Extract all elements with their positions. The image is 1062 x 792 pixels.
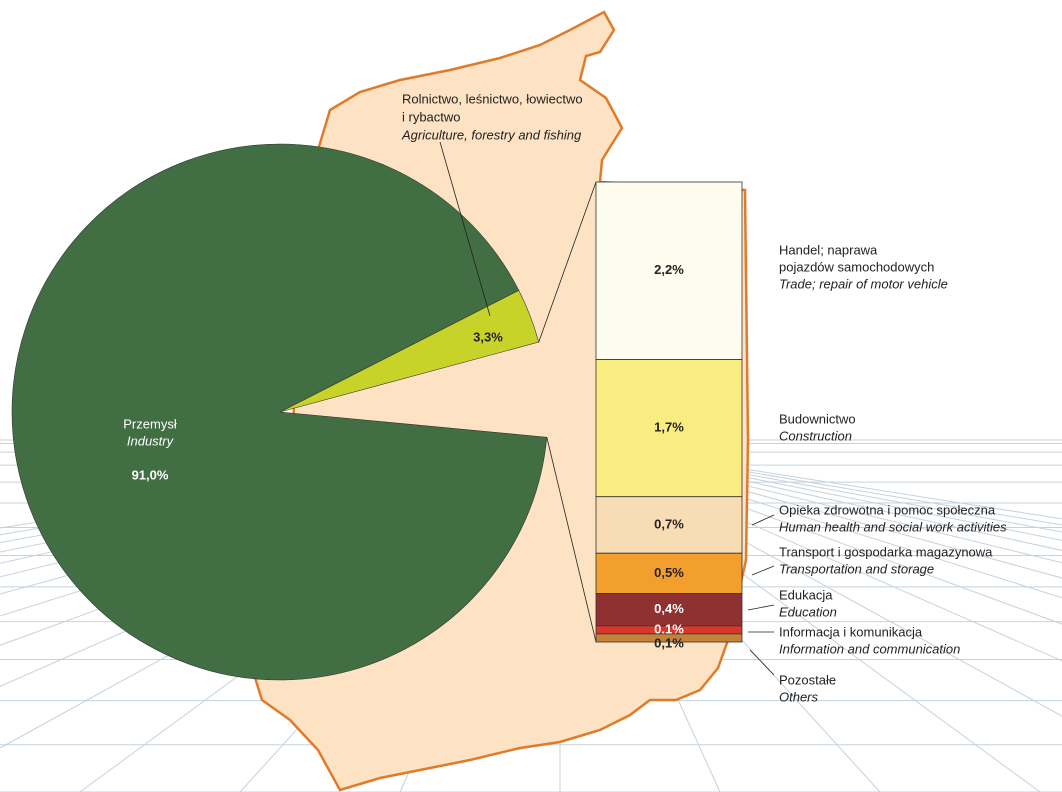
value-label: 0,1%: [654, 621, 684, 636]
bar-label: Trade; repair of motor vehicle: [779, 276, 948, 291]
pie-label: Industry: [127, 433, 175, 448]
bar-label: Information and communication: [779, 641, 960, 656]
value-label: 1,7%: [654, 420, 684, 435]
bar-label: Budownictwo: [779, 411, 856, 426]
bar-label: Informacja i komunikacja: [779, 624, 923, 639]
leader-line: [439, 141, 491, 317]
bar-label: Pozostałe: [779, 672, 836, 687]
grid-line: [559, 439, 1062, 564]
bar-label: Handel; naprawa: [779, 242, 878, 257]
leader-line: [751, 565, 775, 576]
value-label: 3,3%: [473, 329, 503, 344]
bar-label: Opieka zdrowotna i pomoc społeczna: [779, 502, 996, 517]
value-label: 2,2%: [654, 262, 684, 277]
bar-segment: [595, 496, 743, 554]
pie-label: Rolnictwo, leśnictwo, łowiectwo: [402, 91, 583, 106]
grid-line: [559, 439, 1062, 533]
bar-label: Transportation and storage: [779, 561, 934, 576]
bar-label: Human health and social work activities: [779, 519, 1007, 534]
bar-label: pojazdów samochodowych: [779, 259, 934, 274]
grid-line: [559, 439, 1062, 541]
bar-label: Education: [779, 604, 837, 619]
grid-line: [559, 439, 1062, 579]
leader-line: [751, 514, 775, 526]
bar-segment: [595, 181, 743, 360]
bar-label: Edukacja: [779, 587, 833, 602]
pie-label: Agriculture, forestry and fishing: [401, 127, 582, 142]
bar-segment: [595, 593, 743, 627]
bar-segment: [595, 633, 743, 643]
connector: [538, 181, 597, 343]
grid-line: [559, 439, 1062, 520]
leader-line: [749, 649, 775, 676]
bar-label: Transport i gospodarka magazynowa: [779, 544, 993, 559]
leader-line: [747, 604, 775, 611]
value-label: 0,1%: [654, 635, 684, 650]
value-label: 0,5%: [654, 565, 684, 580]
value-label: 0,7%: [654, 516, 684, 531]
value-label: 0,4%: [654, 601, 684, 616]
bar-label: Construction: [779, 428, 852, 443]
grid-line: [559, 439, 1062, 551]
connector: [546, 437, 597, 643]
bar-segment: [595, 359, 743, 498]
bar-label: Others: [779, 689, 819, 704]
bar-segment: [595, 552, 743, 594]
value-label: 91,0%: [132, 467, 169, 482]
pie-slice: [11, 143, 548, 681]
pie-label: Przemysł: [123, 416, 177, 431]
grid-line: [559, 439, 1062, 526]
pie-label: i rybactwo: [402, 109, 461, 124]
